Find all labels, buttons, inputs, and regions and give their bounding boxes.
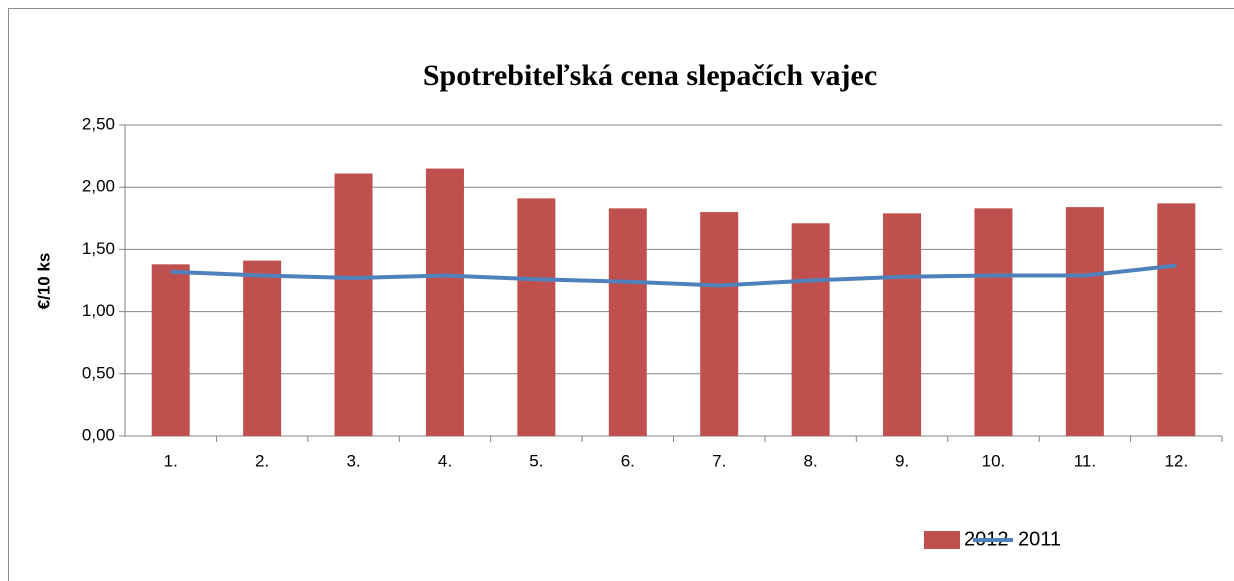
bar <box>608 208 647 436</box>
x-tick-label: 5. <box>529 451 543 470</box>
y-tick-label: 1,50 <box>82 239 115 258</box>
bar <box>334 173 373 437</box>
x-tick-label: 10. <box>982 451 1006 470</box>
bar <box>883 213 922 436</box>
legend-swatch <box>924 531 960 549</box>
y-tick-label: 0,50 <box>82 363 115 382</box>
line <box>170 263 1177 288</box>
y-tick-label: 2,50 <box>82 114 115 133</box>
bar <box>1157 203 1196 436</box>
x-tick-label: 12. <box>1164 451 1188 470</box>
bar <box>243 260 282 436</box>
legend-label: 2011 <box>1018 528 1061 550</box>
x-tick-label: 4. <box>438 451 452 470</box>
x-tick-label: 7. <box>712 451 726 470</box>
bar <box>517 198 556 436</box>
y-tick-label: 2,00 <box>82 177 115 196</box>
bar <box>974 208 1013 436</box>
y-tick-label: 0,00 <box>82 425 115 444</box>
bar <box>1065 207 1104 436</box>
bar <box>791 223 830 436</box>
chart-title: Spotrebiteľská cena slepačích vajec <box>423 59 877 92</box>
y-tick-label: 1,00 <box>82 301 115 320</box>
x-tick-label: 2. <box>255 451 269 470</box>
x-tick-label: 9. <box>895 451 909 470</box>
x-tick-label: 3. <box>346 451 360 470</box>
x-tick-label: 8. <box>804 451 818 470</box>
bar <box>700 212 739 436</box>
y-axis-label: €/10 ks <box>34 253 53 310</box>
x-tick-label: 11. <box>1074 451 1096 470</box>
x-tick-label: 6. <box>621 451 635 470</box>
bar <box>151 264 190 436</box>
x-tick-label: 1. <box>164 451 178 470</box>
bar <box>425 168 464 437</box>
